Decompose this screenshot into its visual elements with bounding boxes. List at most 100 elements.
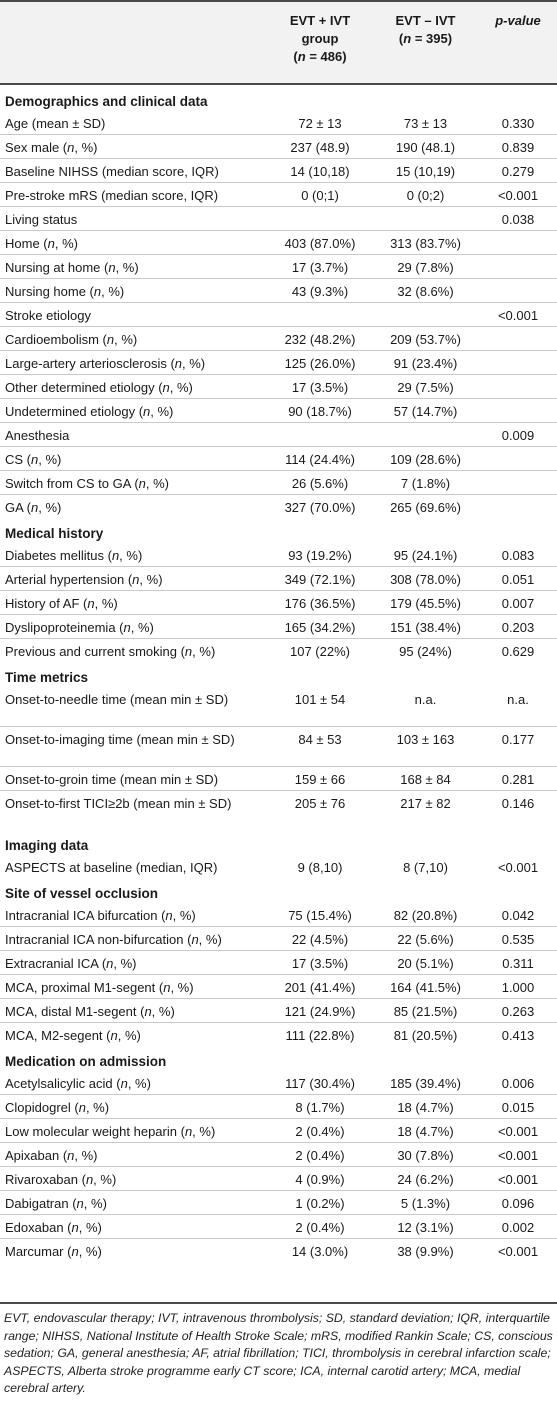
- table-row: Intracranial ICA non-bifurcation (n, %) 2…: [0, 927, 557, 951]
- value-p: n.a.: [507, 692, 529, 707]
- value-evt-minus-ivt: 73 ± 13: [403, 116, 448, 131]
- table-row: Sex male (n, %) 237 (48.9) 190 (48.1) 0.839: [0, 135, 557, 159]
- table-row: Diabetes mellitus (n, %) 93 (19.2%) 95 (24…: [0, 543, 557, 567]
- value-evt-minus-ivt: 91 (23.4%): [393, 356, 458, 371]
- row-label: Nursing home (n, %): [5, 284, 125, 299]
- row-label: Large-artery arteriosclerosis (n, %): [5, 356, 206, 371]
- header-evt-ivt-group: EVT + IVT group (n = 486): [270, 12, 370, 66]
- table-row: CS (n, %) 114 (24.4%) 109 (28.6%): [0, 447, 557, 471]
- row-label: Living status: [5, 212, 78, 227]
- value-evt-ivt: 14 (10,18): [290, 164, 350, 179]
- table-row: Intracranial ICA bifurcation (n, %) 75 (1…: [0, 903, 557, 927]
- value-p: 0.146: [501, 796, 535, 811]
- value-evt-ivt: 176 (36.5%): [284, 596, 356, 611]
- value-evt-ivt: 101 ± 54: [294, 692, 346, 707]
- row-label: Arterial hypertension (n, %): [5, 572, 163, 587]
- row-label: Switch from CS to GA (n, %): [5, 476, 170, 491]
- value-p: 0.535: [501, 932, 535, 947]
- row-label: MCA, distal M1-segent (n, %): [5, 1004, 175, 1019]
- row-label: Diabetes mellitus (n, %): [5, 548, 143, 563]
- header-col1-line1: EVT + IVT: [289, 13, 351, 28]
- value-evt-minus-ivt: 20 (5.1%): [397, 956, 454, 971]
- section-heading-row: Imaging data: [0, 831, 557, 855]
- row-label: Dabigatran (n, %): [5, 1196, 107, 1211]
- row-label: Nursing at home (n, %): [5, 260, 139, 275]
- section-heading-row: Site of vessel occlusion: [0, 879, 557, 903]
- section-heading: Imaging data: [5, 838, 89, 853]
- value-evt-ivt: 17 (3.5%): [291, 380, 349, 395]
- row-label: CS (n, %): [5, 452, 62, 467]
- value-p: 0.042: [501, 908, 535, 923]
- section-heading-row: Medical history: [0, 519, 557, 543]
- value-evt-minus-ivt: 164 (41.5%): [390, 980, 461, 995]
- header-p-value: p-value: [482, 12, 554, 30]
- table-footnote: EVT, endovascular therapy; IVT, intraven…: [4, 1311, 553, 1395]
- value-p: 0.002: [501, 1220, 535, 1235]
- row-label: GA (n, %): [5, 500, 62, 515]
- value-evt-minus-ivt: 85 (21.5%): [393, 1004, 458, 1019]
- table-row: Onset-to-needle time (mean min ± SD) 101 …: [0, 687, 557, 727]
- footer-rule: [0, 1302, 557, 1304]
- value-evt-ivt: 232 (48.2%): [284, 332, 356, 347]
- value-p: 0.281: [501, 772, 535, 787]
- section-heading-row: Time metrics: [0, 663, 557, 687]
- header-col3: p-value: [495, 13, 541, 28]
- row-label: ASPECTS at baseline (median, IQR): [5, 860, 218, 875]
- section-heading-row: Demographics and clinical data: [0, 87, 557, 111]
- row-label: Intracranial ICA non-bifurcation (n, %): [5, 932, 222, 947]
- table-row: ASPECTS at baseline (median, IQR) 9 (8,10…: [0, 855, 557, 879]
- row-label: Onset-to-first TICI≥2b (mean min ± SD): [5, 796, 232, 811]
- value-p: <0.001: [497, 1172, 539, 1187]
- value-evt-ivt: 349 (72.1%): [284, 572, 356, 587]
- table-row: Other determined etiology (n, %) 17 (3.5%…: [0, 375, 557, 399]
- value-evt-ivt: 117 (30.4%): [285, 1076, 355, 1091]
- row-label: Extracranial ICA (n, %): [5, 956, 137, 971]
- value-evt-minus-ivt: 81 (20.5%): [393, 1028, 458, 1043]
- value-evt-minus-ivt: 7 (1.8%): [400, 476, 451, 491]
- table-row: Onset-to-first TICI≥2b (mean min ± SD) 20…: [0, 791, 557, 831]
- value-evt-minus-ivt: 179 (45.5%): [390, 596, 461, 611]
- value-p: 0.413: [501, 1028, 535, 1043]
- value-evt-ivt: 125 (26.0%): [284, 356, 356, 371]
- section-heading: Demographics and clinical data: [5, 94, 208, 109]
- table-row: Edoxaban (n, %) 2 (0.4%) 12 (3.1%) 0.002: [0, 1215, 557, 1239]
- row-label: Low molecular weight heparin (n, %): [5, 1124, 216, 1139]
- row-label: Age (mean ± SD): [5, 116, 106, 131]
- table-row: Switch from CS to GA (n, %) 26 (5.6%) 7 (1…: [0, 471, 557, 495]
- section-heading: Time metrics: [5, 670, 89, 685]
- value-evt-minus-ivt: 168 ± 84: [400, 772, 451, 787]
- row-label: Anesthesia: [5, 428, 70, 443]
- row-label: Edoxaban (n, %): [5, 1220, 102, 1235]
- value-evt-minus-ivt: 15 (10,19): [395, 164, 456, 179]
- table-row: Previous and current smoking (n, %) 107 (…: [0, 639, 557, 663]
- value-evt-ivt: 43 (9.3%): [291, 284, 349, 299]
- table-row: Anesthesia 0.009: [0, 423, 557, 447]
- value-evt-minus-ivt: 308 (78.0%): [390, 572, 461, 587]
- value-evt-ivt: 159 ± 66: [294, 772, 346, 787]
- value-evt-minus-ivt: 30 (7.8%): [397, 1148, 454, 1163]
- value-evt-minus-ivt: 95 (24.1%): [393, 548, 458, 563]
- row-label: Baseline NIHSS (median score, IQR): [5, 164, 219, 179]
- value-evt-minus-ivt: 24 (6.2%): [397, 1172, 454, 1187]
- table-row: Pre-stroke mRS (median score, IQR) 0 (0;1…: [0, 183, 557, 207]
- table-row: Undetermined etiology (n, %) 90 (18.7%) 57…: [0, 399, 557, 423]
- row-label: Apixaban (n, %): [5, 1148, 98, 1163]
- row-label: Undetermined etiology (n, %): [5, 404, 174, 419]
- value-evt-ivt: 22 (4.5%): [291, 932, 349, 947]
- table-row: Stroke etiology <0.001: [0, 303, 557, 327]
- value-evt-ivt: 9 (8,10): [297, 860, 343, 875]
- value-evt-minus-ivt: 151 (38.4%): [390, 620, 461, 635]
- value-evt-ivt: 75 (15.4%): [288, 908, 352, 923]
- value-evt-ivt: 2 (0.4%): [295, 1220, 345, 1235]
- value-p: <0.001: [497, 308, 539, 323]
- table-row: Apixaban (n, %) 2 (0.4%) 30 (7.8%) <0.001: [0, 1143, 557, 1167]
- value-evt-ivt: 2 (0.4%): [295, 1124, 345, 1139]
- value-p: 0.009: [501, 428, 535, 443]
- value-evt-ivt: 107 (22%): [290, 644, 350, 659]
- value-p: 0.839: [501, 140, 535, 155]
- value-evt-minus-ivt: 8 (7,10): [403, 860, 448, 875]
- value-p: <0.001: [497, 188, 539, 203]
- value-evt-ivt: 84 ± 53: [298, 732, 342, 747]
- value-evt-minus-ivt: 29 (7.5%): [397, 380, 454, 395]
- table-row: Extracranial ICA (n, %) 17 (3.5%) 20 (5.1%…: [0, 951, 557, 975]
